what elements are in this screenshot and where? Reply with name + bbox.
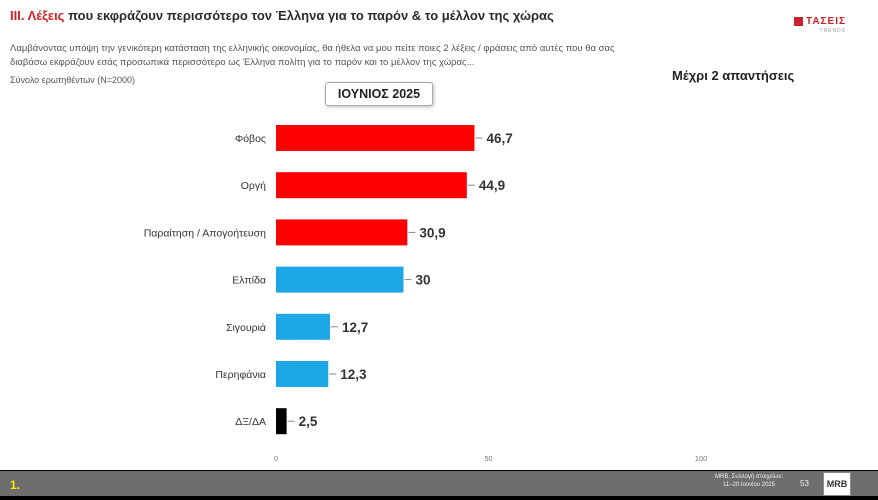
max-answers-note: Μέχρι 2 απαντήσεις	[672, 68, 795, 83]
sample-base: Σύνολο ερωτηθέντων (Ν=2000)	[10, 75, 136, 85]
period-label: ΙΟΥΝΙΟΣ 2025	[325, 82, 433, 106]
logo-text: ΤΑΣΕΙΣ	[805, 16, 846, 27]
bar-chart: Φόβος 46,7 Οργή 44,9 Παραίτηση / Απογοήτευση…	[144, 125, 708, 463]
value-label: 12,7	[342, 320, 368, 335]
mrb-logo: MRB	[823, 472, 851, 496]
title-accent: ΙΙΙ. Λέξεις	[10, 8, 65, 23]
slide-number: 53	[800, 479, 809, 488]
value-label: 12,3	[340, 367, 367, 382]
value-label: 46,7	[486, 131, 512, 146]
bar	[276, 125, 475, 151]
bar	[276, 313, 330, 340]
question-text: Λαμβάνοντας υπόψη την γενικότερη κατάστα…	[10, 43, 615, 68]
category-label: Φόβος	[235, 133, 266, 145]
value-label: 2,5	[299, 414, 318, 429]
x-tick-label: 50	[484, 454, 492, 463]
category-label: Οργή	[241, 180, 266, 192]
source-note: MRB, Συλλογή στοιχείων: 11–20 Ιουνίου 202…	[715, 473, 783, 489]
value-label: 44,9	[479, 178, 505, 193]
bar	[276, 172, 467, 199]
value-label: 30,9	[419, 225, 445, 240]
source-line-1: MRB, Συλλογή στοιχείων:	[715, 474, 784, 480]
page-label: 1.	[10, 478, 21, 492]
bar	[276, 408, 287, 435]
category-label: Περηφάνια	[215, 369, 266, 381]
category-label: ΔΞ/ΔΑ	[235, 416, 266, 428]
logo-square-icon	[793, 17, 803, 26]
bar	[276, 361, 329, 387]
footer-bar	[0, 471, 878, 496]
bar	[276, 266, 404, 293]
page-title: ΙΙΙ. Λέξεις που εκφράζουν περισσότερο το…	[10, 8, 554, 23]
slide: ΙΙΙ. Λέξεις που εκφράζουν περισσότερο το…	[0, 0, 878, 470]
title-rest: που εκφράζουν περισσότερο τον Έλληνα για…	[64, 8, 554, 23]
x-tick-label: 0	[274, 454, 278, 463]
category-label: Ελπίδα	[232, 275, 266, 287]
category-label: Παραίτηση / Απογοήτευση	[144, 227, 266, 239]
bar	[276, 219, 408, 246]
tasis-logo: ΤΑΣΕΙΣ TRENDS	[793, 16, 846, 34]
source-line-2: 11–20 Ιουνίου 2025	[722, 482, 776, 488]
x-tick-label: 100	[695, 454, 708, 463]
value-label: 30	[416, 273, 431, 288]
logo-subtext: TRENDS	[819, 28, 846, 34]
category-label: Σιγουριά	[226, 322, 266, 334]
